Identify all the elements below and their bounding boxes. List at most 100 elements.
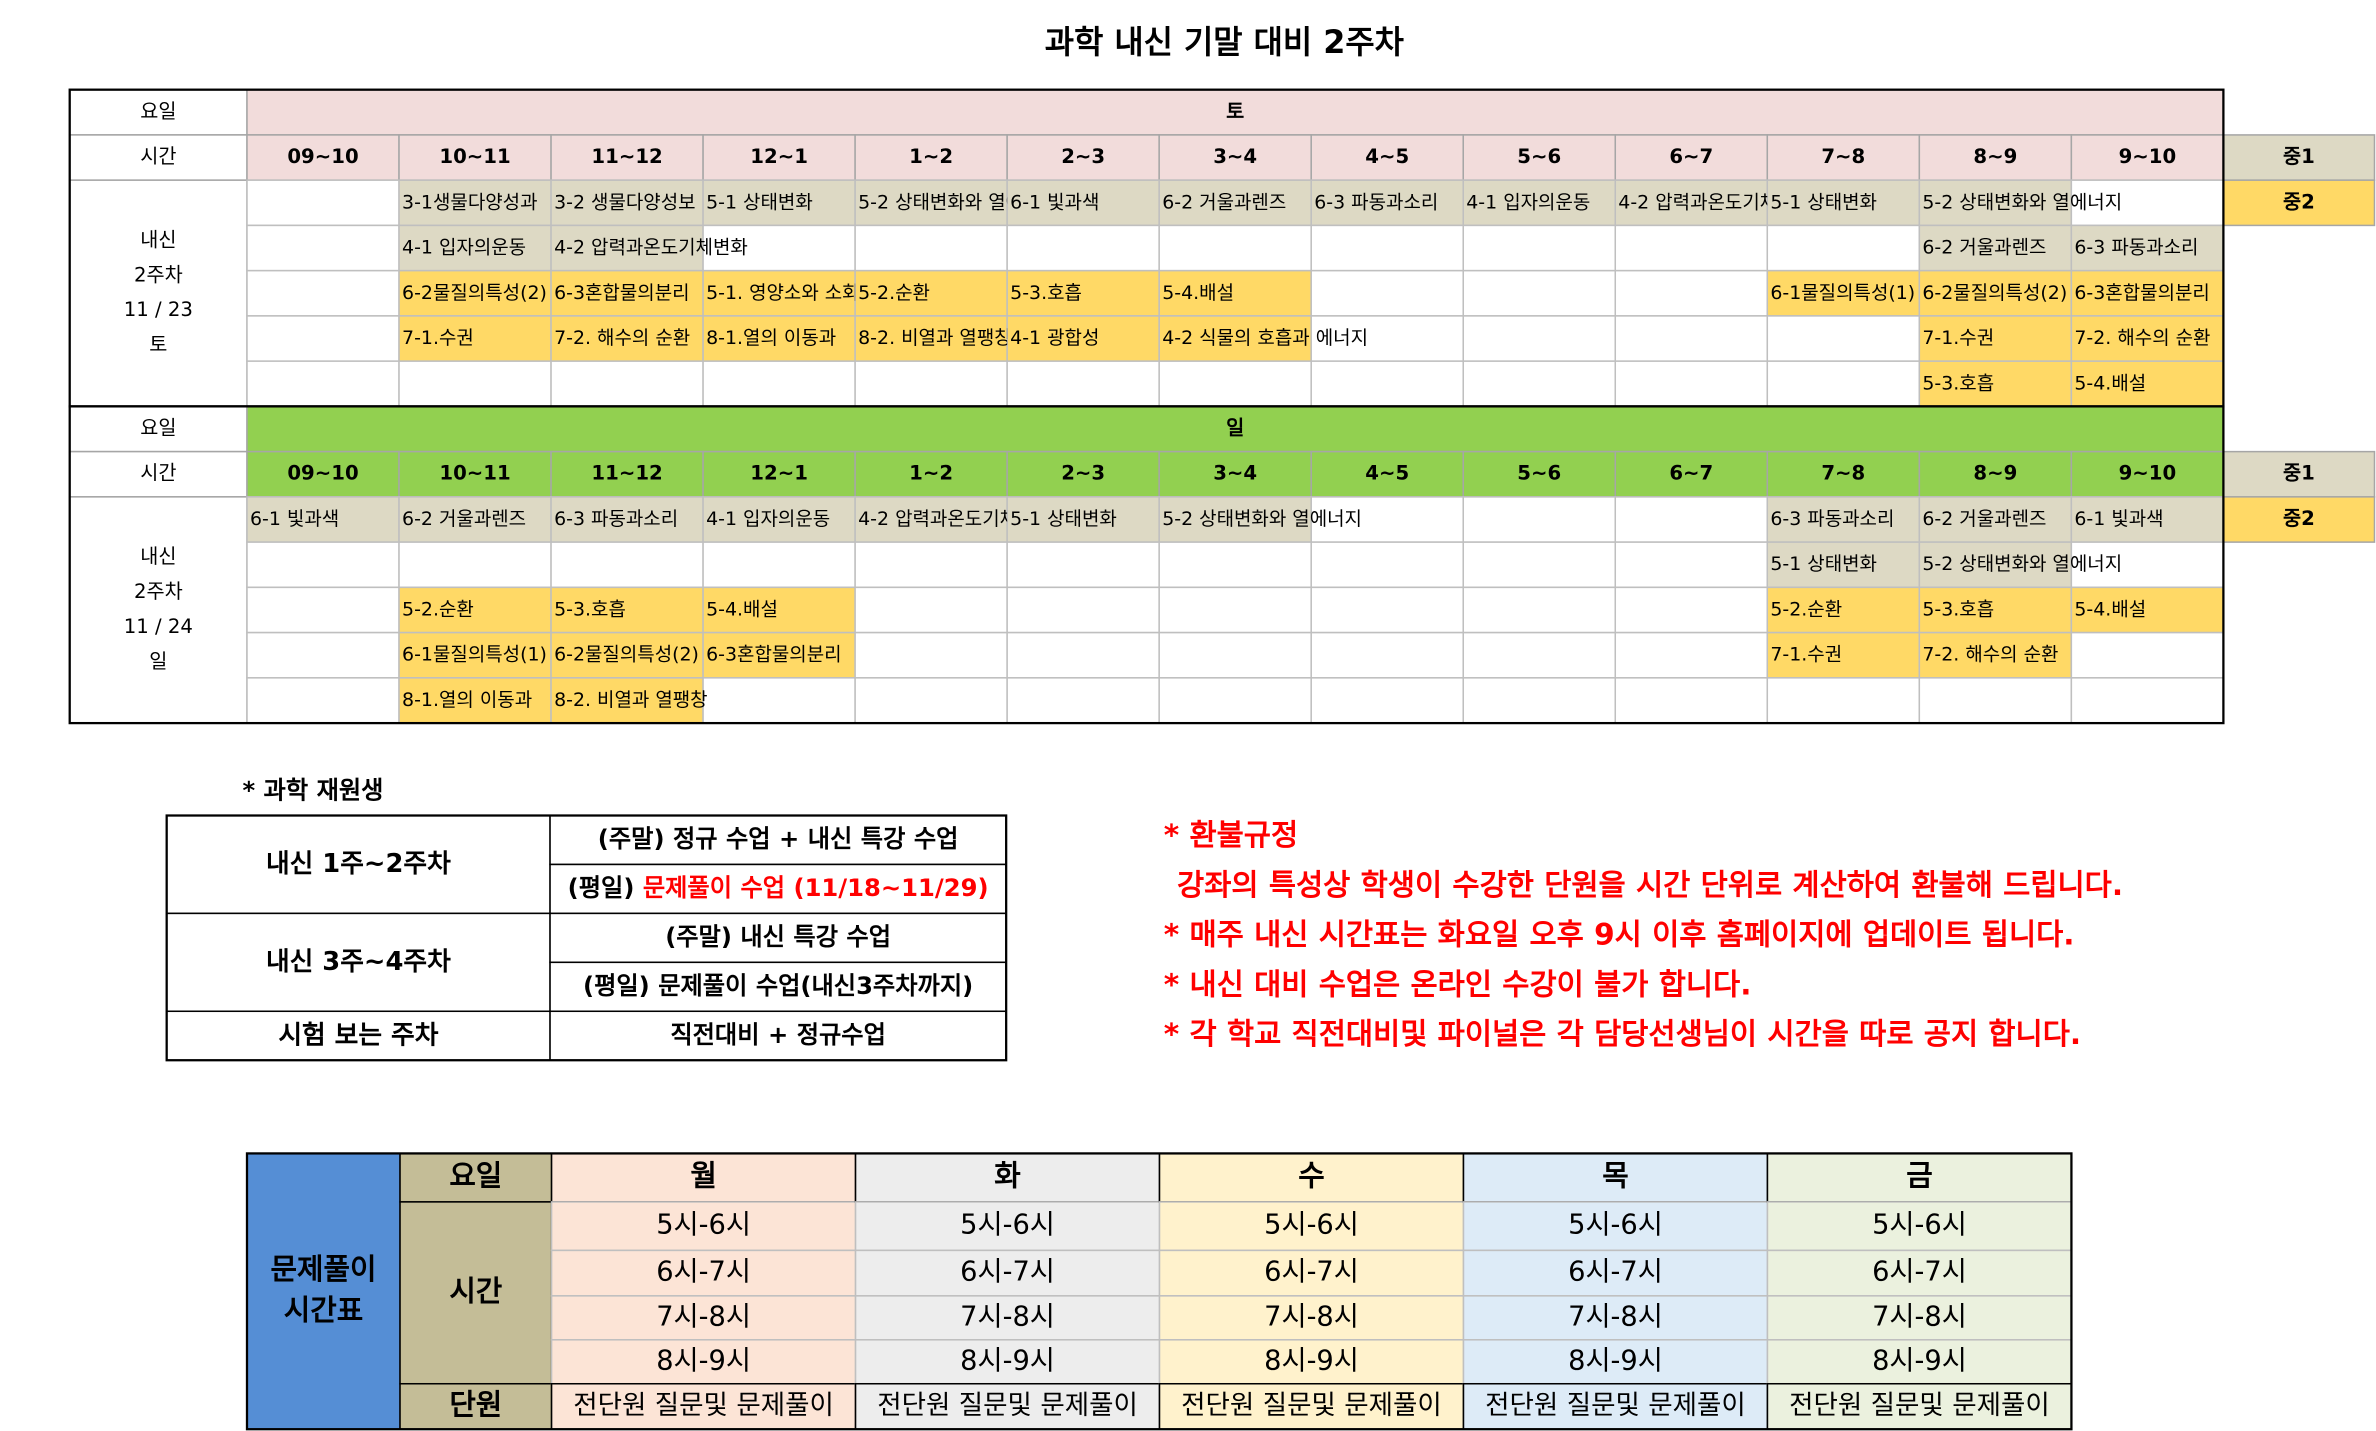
time-cell (550, 1201, 857, 1252)
empty-cell (702, 541, 856, 589)
time-slot: 9~10 (2119, 145, 2177, 168)
cell-clip: 8-1.열의 이동과 (402, 689, 532, 711)
class-cell (1918, 586, 2073, 634)
time-cell (1158, 450, 1312, 498)
class-name: 3-1생물다양성과 (402, 191, 537, 213)
cell-clip: 5-2.순환 (402, 598, 474, 620)
cell-clip: 6-1 빛과색 (250, 508, 339, 530)
time-cell (854, 1339, 1161, 1385)
empty-cell (1006, 586, 1160, 634)
time-cell (854, 134, 1008, 181)
class-name: 6-3 파동과소리 (554, 508, 678, 530)
time-slot: 6시-7시 (960, 1257, 1055, 1288)
cell-clip: 5-3.호흡 (1922, 372, 1994, 394)
class-name: 7-2. 해수의 순환 (2074, 327, 2210, 349)
time-slot: 7~8 (1821, 145, 1865, 168)
empty-cell (1310, 677, 1464, 724)
class-name: 6-3혼합물의분리 (706, 644, 841, 666)
time-slot: 11~12 (591, 462, 662, 485)
empty-cell (702, 677, 856, 724)
side-cell (68, 179, 248, 408)
time-slot: 8시-9시 (1872, 1345, 1967, 1376)
empty-cell (1158, 586, 1312, 634)
class-name: 8-1.열의 이동과 (402, 689, 532, 711)
class-cell (1918, 496, 2073, 543)
class-cell (1918, 360, 2073, 408)
cell-clip: 5-2 상태변화와 열에너지 (1922, 553, 2122, 575)
cell-clip: 6-1 빛과색 (2074, 508, 2163, 530)
class-name: 4-2 압력과온도기체변화 (1618, 191, 1812, 213)
detail-text: (평일) 문제풀이 수업 (11/18~11/29) (568, 873, 989, 902)
day-label: 요일 (449, 1159, 502, 1193)
time-cell (1614, 134, 1769, 181)
cell-clip: 4-2 압력과온도기체변화 (858, 508, 1052, 530)
time-slot: 8시-9시 (1568, 1345, 1663, 1376)
time-slot: 1~2 (909, 145, 953, 168)
group-label: 시험 보는 주차 (278, 1020, 438, 1050)
unit: 전단원 질문및 문제풀이 (1789, 1390, 2050, 1421)
label-cell (399, 1382, 553, 1430)
empty-cell (854, 631, 1008, 679)
detail-cell (549, 912, 1007, 964)
cell-clip: 6-2물질의특성(2) (554, 644, 699, 666)
class-cell (1310, 179, 1464, 227)
side-label: 내신 (140, 229, 176, 252)
time-cell (1766, 1339, 2073, 1385)
class-cell (2070, 496, 2225, 543)
empty-cell (1006, 360, 1160, 408)
time-slot: 5~6 (1517, 462, 1561, 485)
day-label: 요일 (140, 417, 176, 440)
detail-cell (549, 863, 1007, 915)
class-cell (550, 586, 704, 634)
class-name: 5-1 상태변화 (1770, 191, 1877, 213)
empty-cell (1918, 677, 2073, 724)
time-cell (1158, 1339, 1465, 1385)
time-slot: 5시-6시 (656, 1210, 751, 1241)
cell-clip: 6-2 거울과렌즈 (402, 508, 526, 530)
time-label: 시간 (449, 1274, 502, 1308)
class-cell (702, 269, 856, 317)
class-cell (702, 315, 856, 362)
cell-clip: 7-2. 해수의 순환 (2074, 327, 2210, 349)
class-name: 4-1 광합성 (1010, 327, 1099, 349)
notice: * 환불규정 (1164, 818, 1298, 852)
cell-clip: 5-3.호흡 (1922, 598, 1994, 620)
class-name: 8-2. 비열과 열팽창 (554, 689, 708, 711)
cell-clip: 6-3혼합물의분리 (706, 644, 841, 666)
time-slot: 09~10 (287, 462, 358, 485)
empty-cell (1462, 677, 1617, 724)
cell-clip: 6-2물질의특성(2) (402, 282, 547, 304)
cell-clip: 5-4.배설 (1162, 282, 1234, 304)
time-slot: 12~1 (750, 462, 808, 485)
empty-cell (1310, 224, 1464, 272)
class-cell (702, 631, 856, 679)
header-cell (68, 450, 248, 498)
cell-clip: 6-2물질의특성(2) (1922, 282, 2067, 304)
empty-cell (1462, 360, 1617, 408)
class-name: 8-2. 비열과 열팽창 (858, 327, 1012, 349)
empty-cell (1462, 631, 1617, 679)
class-name: 5-2 상태변화와 열에너지 (1162, 508, 1362, 530)
time-cell (1766, 1201, 2073, 1252)
time-cell (550, 450, 704, 498)
unit-label: 단원 (449, 1387, 502, 1421)
cell-clip: 5-4.배설 (706, 598, 778, 620)
empty-cell (398, 541, 552, 589)
unit: 전단원 질문및 문제풀이 (573, 1390, 834, 1421)
cell-clip: 4-1 입자의운동 (706, 508, 830, 530)
block-outline (68, 405, 2225, 725)
class-name: 5-1. 영양소와 소화 (706, 282, 860, 304)
notice: 강좌의 특성상 학생이 수강한 단원을 시간 단위로 계산하여 환불해 드립니다… (1167, 868, 2123, 902)
empty-cell (1766, 677, 1921, 724)
weekday: 목 (1602, 1159, 1628, 1193)
class-name: 5-2.순환 (1770, 598, 1842, 620)
empty-cell (1310, 360, 1464, 408)
empty-cell (702, 360, 856, 408)
class-name: 7-1.수권 (1770, 644, 1842, 666)
header-cell (68, 134, 248, 181)
empty-cell (1310, 541, 1464, 589)
class-name: 4-2 압력과온도기체변화 (858, 508, 1052, 530)
time-slot: 7시-8시 (960, 1301, 1055, 1332)
extra-grade: 중2 (2283, 507, 2315, 530)
detail-text: (주말) 정규 수업 + 내신 특강 수업 (598, 824, 959, 853)
